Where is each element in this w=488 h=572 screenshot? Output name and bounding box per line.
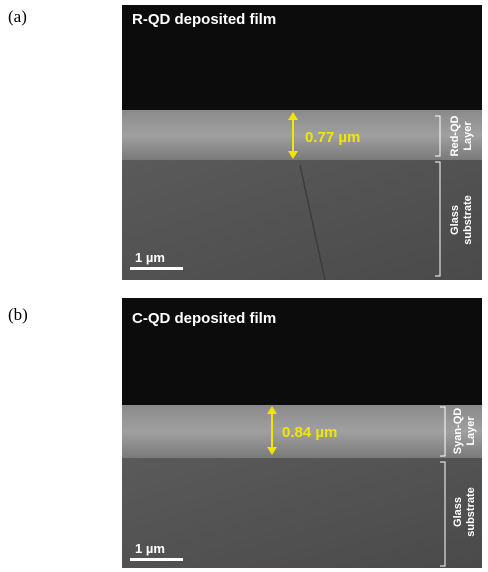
substrate-label: substrate [462,195,474,245]
substrate-label: Glass [452,497,464,527]
scale-bar-label: 1 µm [135,250,165,265]
panel-b: (b) C-QD deposited film 0.84 µm Syan-QD … [8,298,482,568]
qd-layer [122,110,482,160]
figure: (a) R-QD deposited film 0.77 µm Red-QD L… [0,0,488,572]
panel-label: (b) [8,305,28,324]
thickness-label: 0.84 µm [282,424,337,441]
layer-label: Red-QD [449,115,461,156]
scale-bar [130,558,183,561]
panel-title: R-QD deposited film [132,11,276,28]
substrate [122,160,482,280]
panel-label: (a) [8,7,27,26]
substrate-label: substrate [465,487,477,537]
layer-label: Layer [462,121,474,151]
panel-a: (a) R-QD deposited film 0.77 µm Red-QD L… [8,5,482,280]
panel-title: C-QD deposited film [132,310,276,327]
layer-label: Syan-QD [452,408,464,455]
scale-bar [130,267,183,270]
scale-bar-label: 1 µm [135,541,165,556]
substrate-label: Glass [449,205,461,235]
substrate [122,458,482,568]
layer-label: Layer [465,416,477,446]
thickness-label: 0.77 µm [305,129,360,146]
